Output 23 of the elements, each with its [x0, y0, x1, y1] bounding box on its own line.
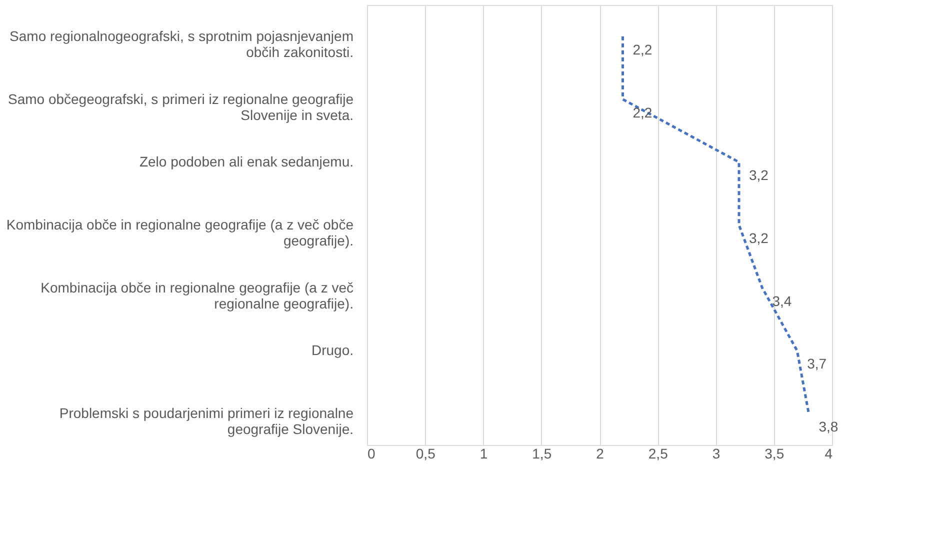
- x-tick-label: 3,5: [764, 446, 784, 462]
- data-label: 2,2: [632, 41, 652, 58]
- x-tick-label: 1,5: [532, 446, 552, 462]
- x-tick-label: 2,5: [648, 446, 668, 462]
- y-tick-label: Kombinacija obče in regionalne geografije (a z več obče geografije).: [6, 216, 354, 248]
- y-tick-label: Samo občegeografski, s primeri iz regionalne geografije Slovenije in sveta.: [8, 90, 354, 123]
- y-tick-label: Kombinacija obče in regionalne geografije (a z več regionalne geografije).: [40, 279, 354, 312]
- data-label: 2,2: [632, 104, 652, 120]
- data-label: 3,8: [818, 418, 838, 435]
- x-tick-label: 3: [712, 446, 720, 462]
- data-label: 3,2: [749, 167, 769, 184]
- data-label: 3,2: [749, 230, 769, 246]
- x-tick-label: 0: [368, 446, 376, 462]
- data-label: 3,4: [772, 292, 792, 309]
- x-tick-label: 4: [824, 446, 833, 462]
- y-tick-label: Drugo.: [311, 342, 354, 358]
- y-tick-label: Samo regionalnogeografski, s sprotnim pojasnjevanjem občih zakonitosti.: [10, 28, 354, 60]
- x-tick-label: 0,5: [416, 446, 436, 462]
- data-label: 3,7: [807, 356, 827, 372]
- y-tick-label: Zelo podoben ali enak sedanjemu.: [139, 154, 354, 170]
- x-tick-label: 1: [480, 446, 488, 462]
- y-tick-label: Problemski s poudarjenimi primeri iz regionalne geografije Slovenije.: [59, 405, 354, 438]
- x-tick-label: 2: [596, 446, 604, 462]
